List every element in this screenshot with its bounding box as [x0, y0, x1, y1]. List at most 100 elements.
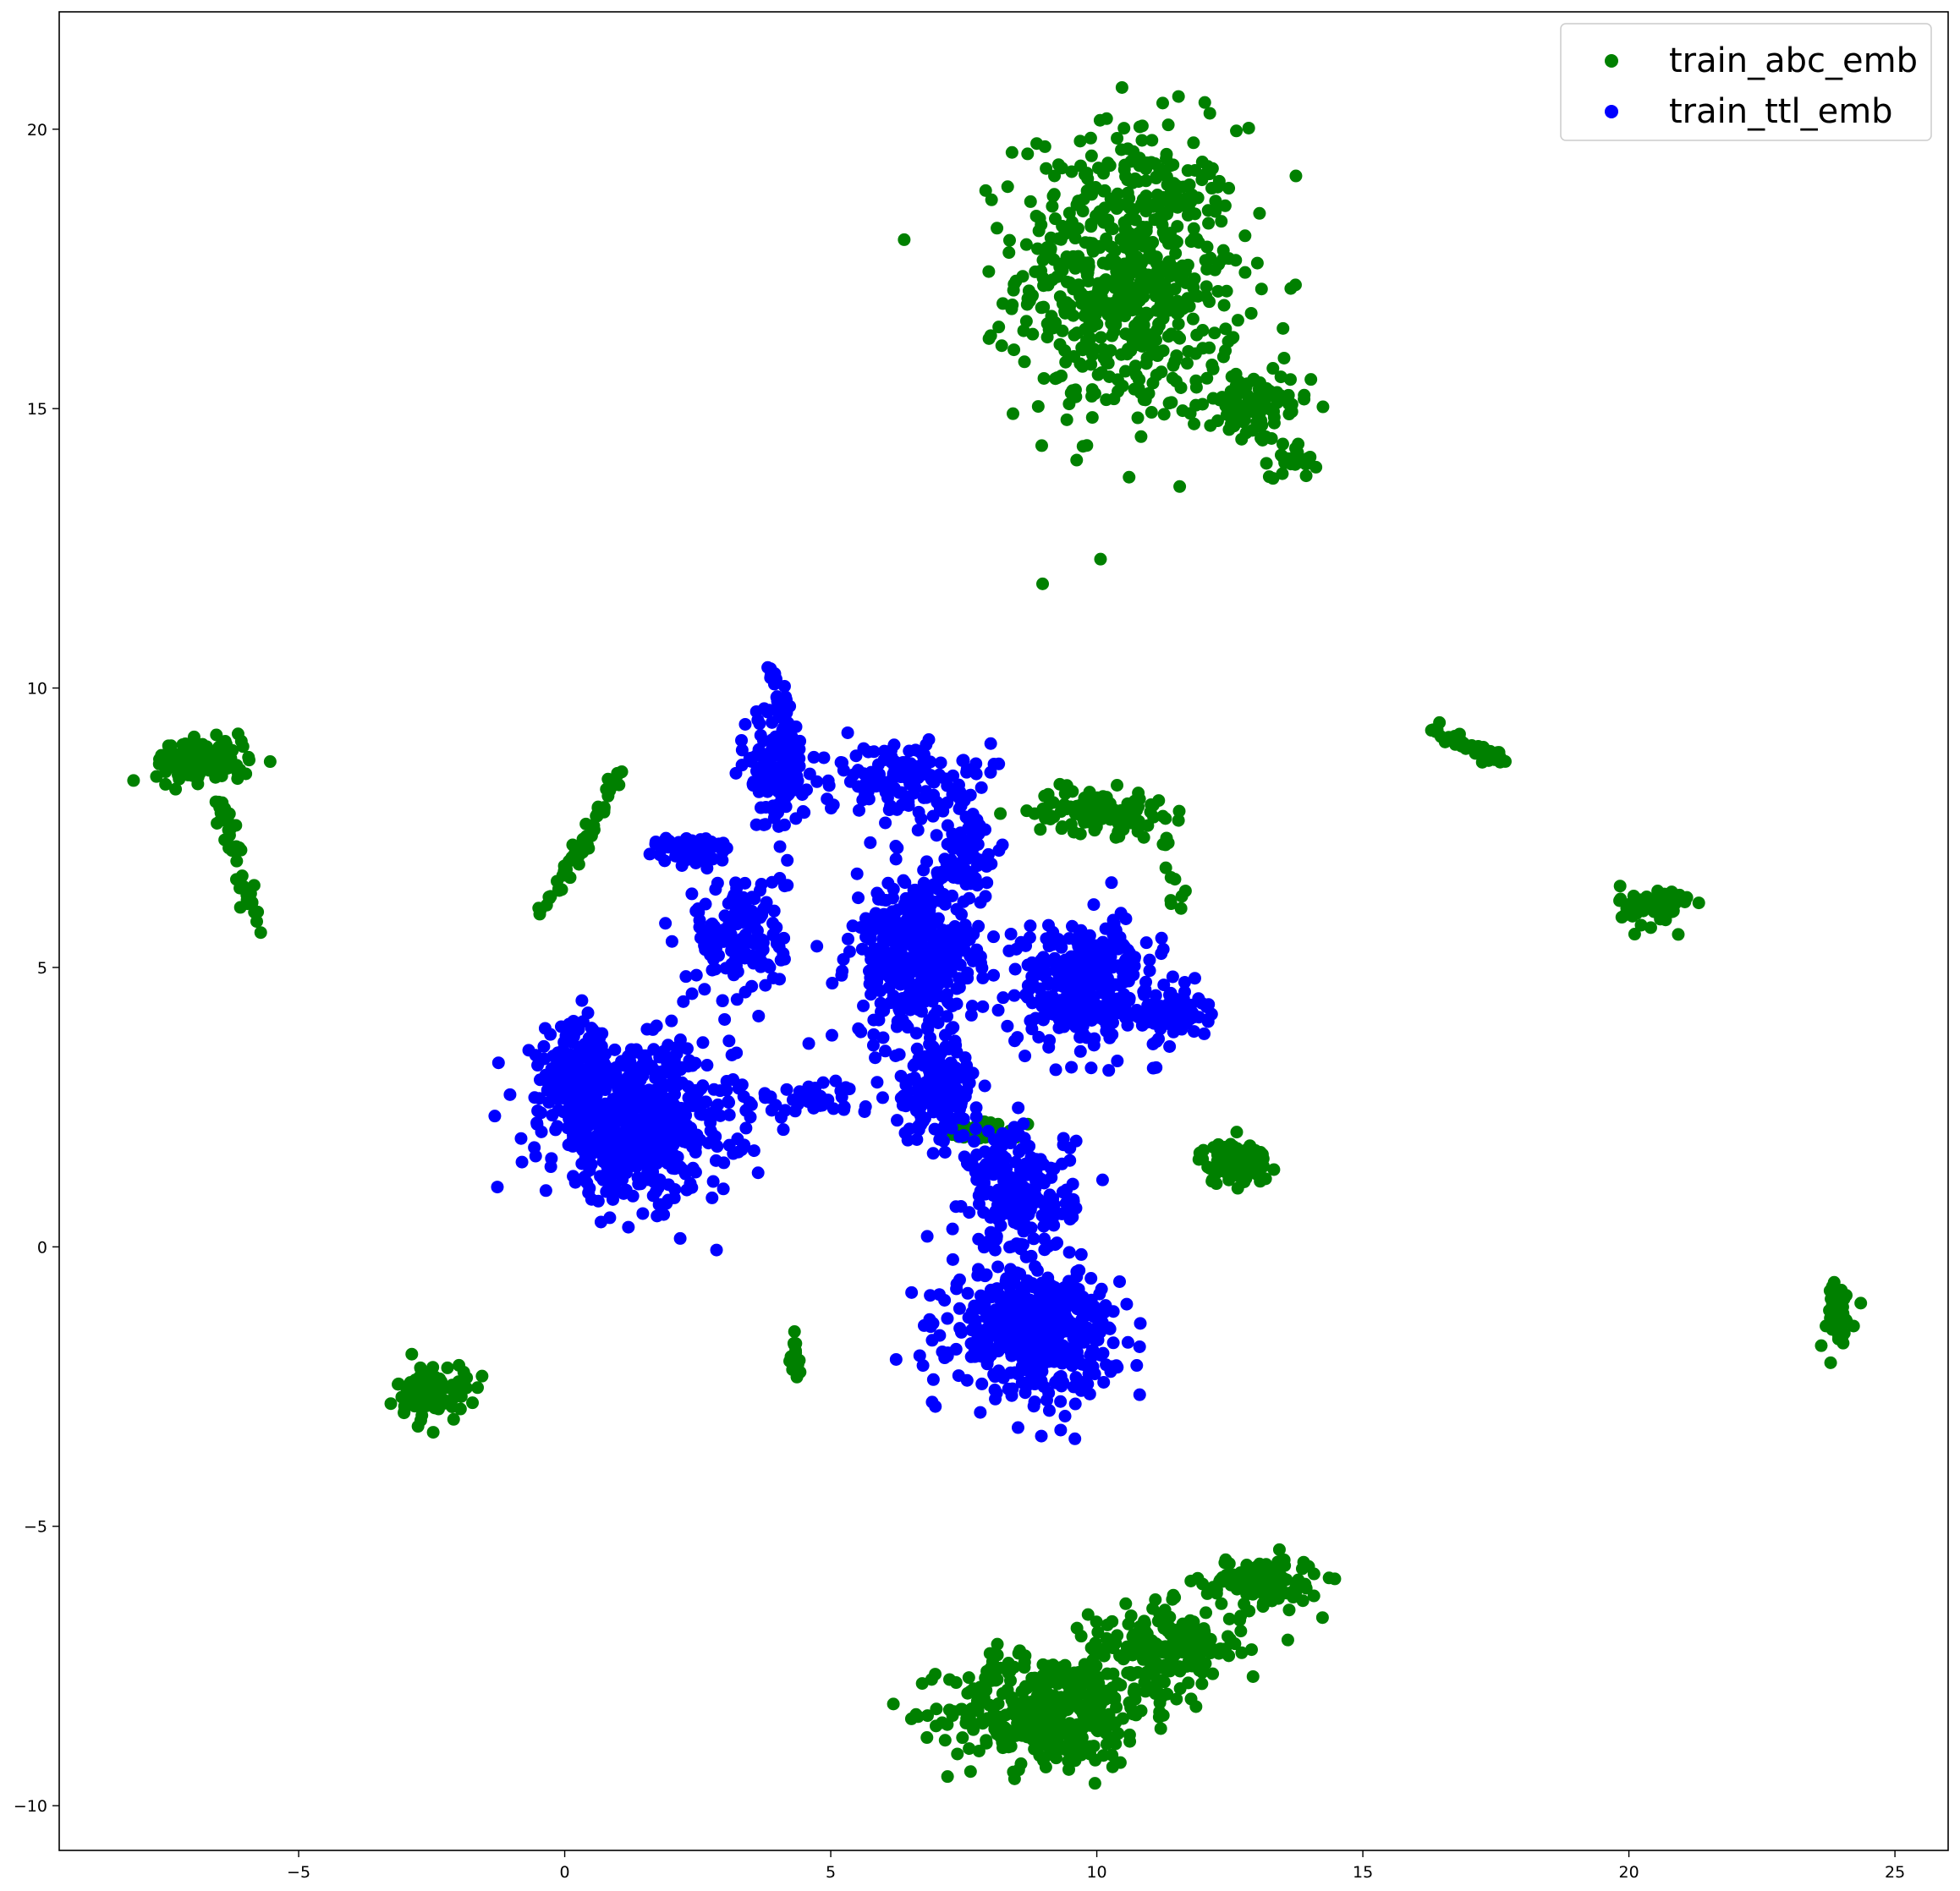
- point-train_ttl_emb-1003: [1068, 1432, 1082, 1445]
- point-train_abc_emb-81: [1190, 328, 1204, 342]
- point-train_ttl_emb-2669: [685, 834, 699, 847]
- point-train_abc_emb-1728: [1112, 830, 1126, 843]
- point-train_ttl_emb-1472: [1030, 1170, 1044, 1184]
- point-train_abc_emb-1486: [1282, 1603, 1296, 1617]
- point-train_ttl_emb-519: [680, 1183, 694, 1197]
- point-train_ttl_emb-2345: [1074, 1012, 1088, 1026]
- point-train_ttl_emb-1749: [852, 891, 865, 905]
- point-train_abc_emb-287: [1187, 232, 1200, 245]
- point-train_abc_emb-671: [1274, 370, 1287, 384]
- point-train_abc_emb-2001: [421, 1387, 435, 1400]
- point-train_abc_emb-482: [1220, 284, 1233, 298]
- point-train_abc_emb-1911: [1666, 904, 1680, 918]
- point-train_ttl_emb-1259: [1055, 1379, 1068, 1393]
- point-train_abc_emb-1114: [1036, 1669, 1050, 1682]
- point-train_ttl_emb-1953: [879, 1044, 892, 1058]
- point-train_ttl_emb-1806: [898, 876, 912, 890]
- point-train_ttl_emb-1714: [836, 964, 849, 978]
- point-train_ttl_emb-2075: [996, 991, 1010, 1005]
- point-train_abc_emb-555: [1049, 212, 1062, 226]
- point-train_abc_emb-1925: [405, 1347, 419, 1361]
- point-train_abc_emb-602: [1105, 317, 1118, 331]
- point-train_abc_emb-1316: [1119, 1597, 1133, 1610]
- point-train_abc_emb-1844: [1215, 1145, 1228, 1159]
- point-train_abc_emb-1753: [1081, 792, 1095, 806]
- point-train_abc_emb-702: [1285, 405, 1298, 419]
- point-train_abc_emb-724: [1266, 362, 1280, 375]
- point-train_ttl_emb-2473: [773, 973, 787, 986]
- point-train_ttl_emb-110: [716, 1182, 730, 1196]
- point-train_abc_emb-620: [1060, 275, 1073, 288]
- point-train_abc_emb-536: [1022, 284, 1035, 298]
- point-train_abc_emb-270: [1209, 195, 1222, 208]
- point-train_ttl_emb-1419: [1063, 1154, 1077, 1167]
- point-train_ttl_emb-383: [655, 1065, 668, 1078]
- point-train_abc_emb-1626: [153, 753, 167, 766]
- point-train_abc_emb-347: [1230, 124, 1244, 138]
- point-train_ttl_emb-2587: [766, 929, 780, 942]
- point-train_abc_emb-544: [1145, 406, 1158, 419]
- point-train_abc_emb-612: [1054, 233, 1068, 246]
- point-train_abc_emb-326: [1073, 134, 1087, 148]
- point-train_abc_emb-1381: [1101, 1618, 1114, 1631]
- point-train_ttl_emb-1470: [1014, 1237, 1028, 1251]
- point-train_ttl_emb-912: [889, 1352, 903, 1366]
- point-train_ttl_emb-566: [625, 1126, 639, 1139]
- point-train_ttl_emb-482: [673, 1231, 687, 1245]
- point-train_abc_emb-1492: [1272, 1543, 1286, 1556]
- point-train_abc_emb-373: [1189, 163, 1202, 177]
- point-train_ttl_emb-567: [668, 1182, 682, 1196]
- point-train_ttl_emb-679: [546, 1109, 559, 1122]
- point-train_abc_emb-1933: [475, 1369, 489, 1383]
- point-train_ttl_emb-2338: [1024, 919, 1037, 933]
- point-train_abc_emb-1754: [1090, 811, 1104, 825]
- point-train_abc_emb-2132: [235, 869, 249, 883]
- point-train_abc_emb-165: [1046, 200, 1059, 213]
- point-train_ttl_emb-1522: [841, 932, 854, 946]
- point-train_ttl_emb-1269: [1032, 1295, 1046, 1308]
- point-train_abc_emb-1439: [1215, 1597, 1228, 1610]
- point-train_abc_emb-1992: [431, 1374, 444, 1388]
- point-train_ttl_emb-1843: [825, 1028, 838, 1042]
- point-train_ttl_emb-952: [1121, 1335, 1134, 1349]
- point-train_abc_emb-2254: [793, 1354, 806, 1368]
- point-train_abc_emb-1619: [234, 734, 248, 748]
- point-train_abc_emb-1145: [1051, 1713, 1065, 1727]
- point-train_ttl_emb-1488: [986, 1189, 1000, 1203]
- point-train_abc_emb-1453: [1238, 1598, 1251, 1611]
- point-train_abc_emb-1292: [1100, 1631, 1113, 1645]
- point-train_abc_emb-649: [1133, 151, 1146, 165]
- point-train_ttl_emb-1250: [1087, 1306, 1101, 1319]
- point-train_abc_emb-407: [1277, 351, 1291, 364]
- point-train_ttl_emb-1487: [1017, 1225, 1030, 1238]
- point-train_abc_emb-723: [1265, 431, 1278, 445]
- point-train_abc_emb-1109: [1055, 1701, 1068, 1714]
- point-train_abc_emb-2181: [587, 823, 601, 836]
- point-train_ttl_emb-499: [653, 1173, 667, 1187]
- point-train_abc_emb-2094: [1836, 1330, 1849, 1344]
- point-train_abc_emb-352: [1205, 359, 1219, 372]
- point-train_abc_emb-736: [1250, 415, 1264, 429]
- point-train_ttl_emb-1812: [964, 950, 977, 963]
- point-train_ttl_emb-1803: [888, 991, 902, 1005]
- point-train_ttl_emb-157: [491, 1181, 504, 1194]
- point-train_abc_emb-446: [1218, 199, 1232, 212]
- point-train_abc_emb-714: [1276, 393, 1289, 407]
- point-train_abc_emb-635: [1157, 209, 1171, 222]
- point-train_ttl_emb-1865: [870, 975, 884, 989]
- point-train_abc_emb-253: [1216, 252, 1230, 266]
- point-train_abc_emb-694: [1298, 388, 1311, 402]
- point-train_abc_emb-1833: [1241, 1160, 1255, 1174]
- point-train_ttl_emb-429: [722, 1034, 736, 1048]
- point-train_abc_emb-669: [1284, 373, 1298, 386]
- point-train_abc_emb-556: [1231, 314, 1244, 327]
- point-train_abc_emb-475: [1129, 335, 1143, 348]
- point-train_ttl_emb-2022: [929, 1083, 942, 1096]
- point-train_ttl_emb-1619: [850, 867, 864, 880]
- point-train_ttl_emb-1241: [1016, 1342, 1029, 1356]
- point-train_abc_emb-593: [1044, 244, 1057, 257]
- point-train_abc_emb-872: [938, 1734, 952, 1747]
- point-train_abc_emb-1919: [471, 1381, 485, 1395]
- point-train_ttl_emb-2352: [1127, 968, 1140, 982]
- point-train_ttl_emb-319: [503, 1088, 517, 1101]
